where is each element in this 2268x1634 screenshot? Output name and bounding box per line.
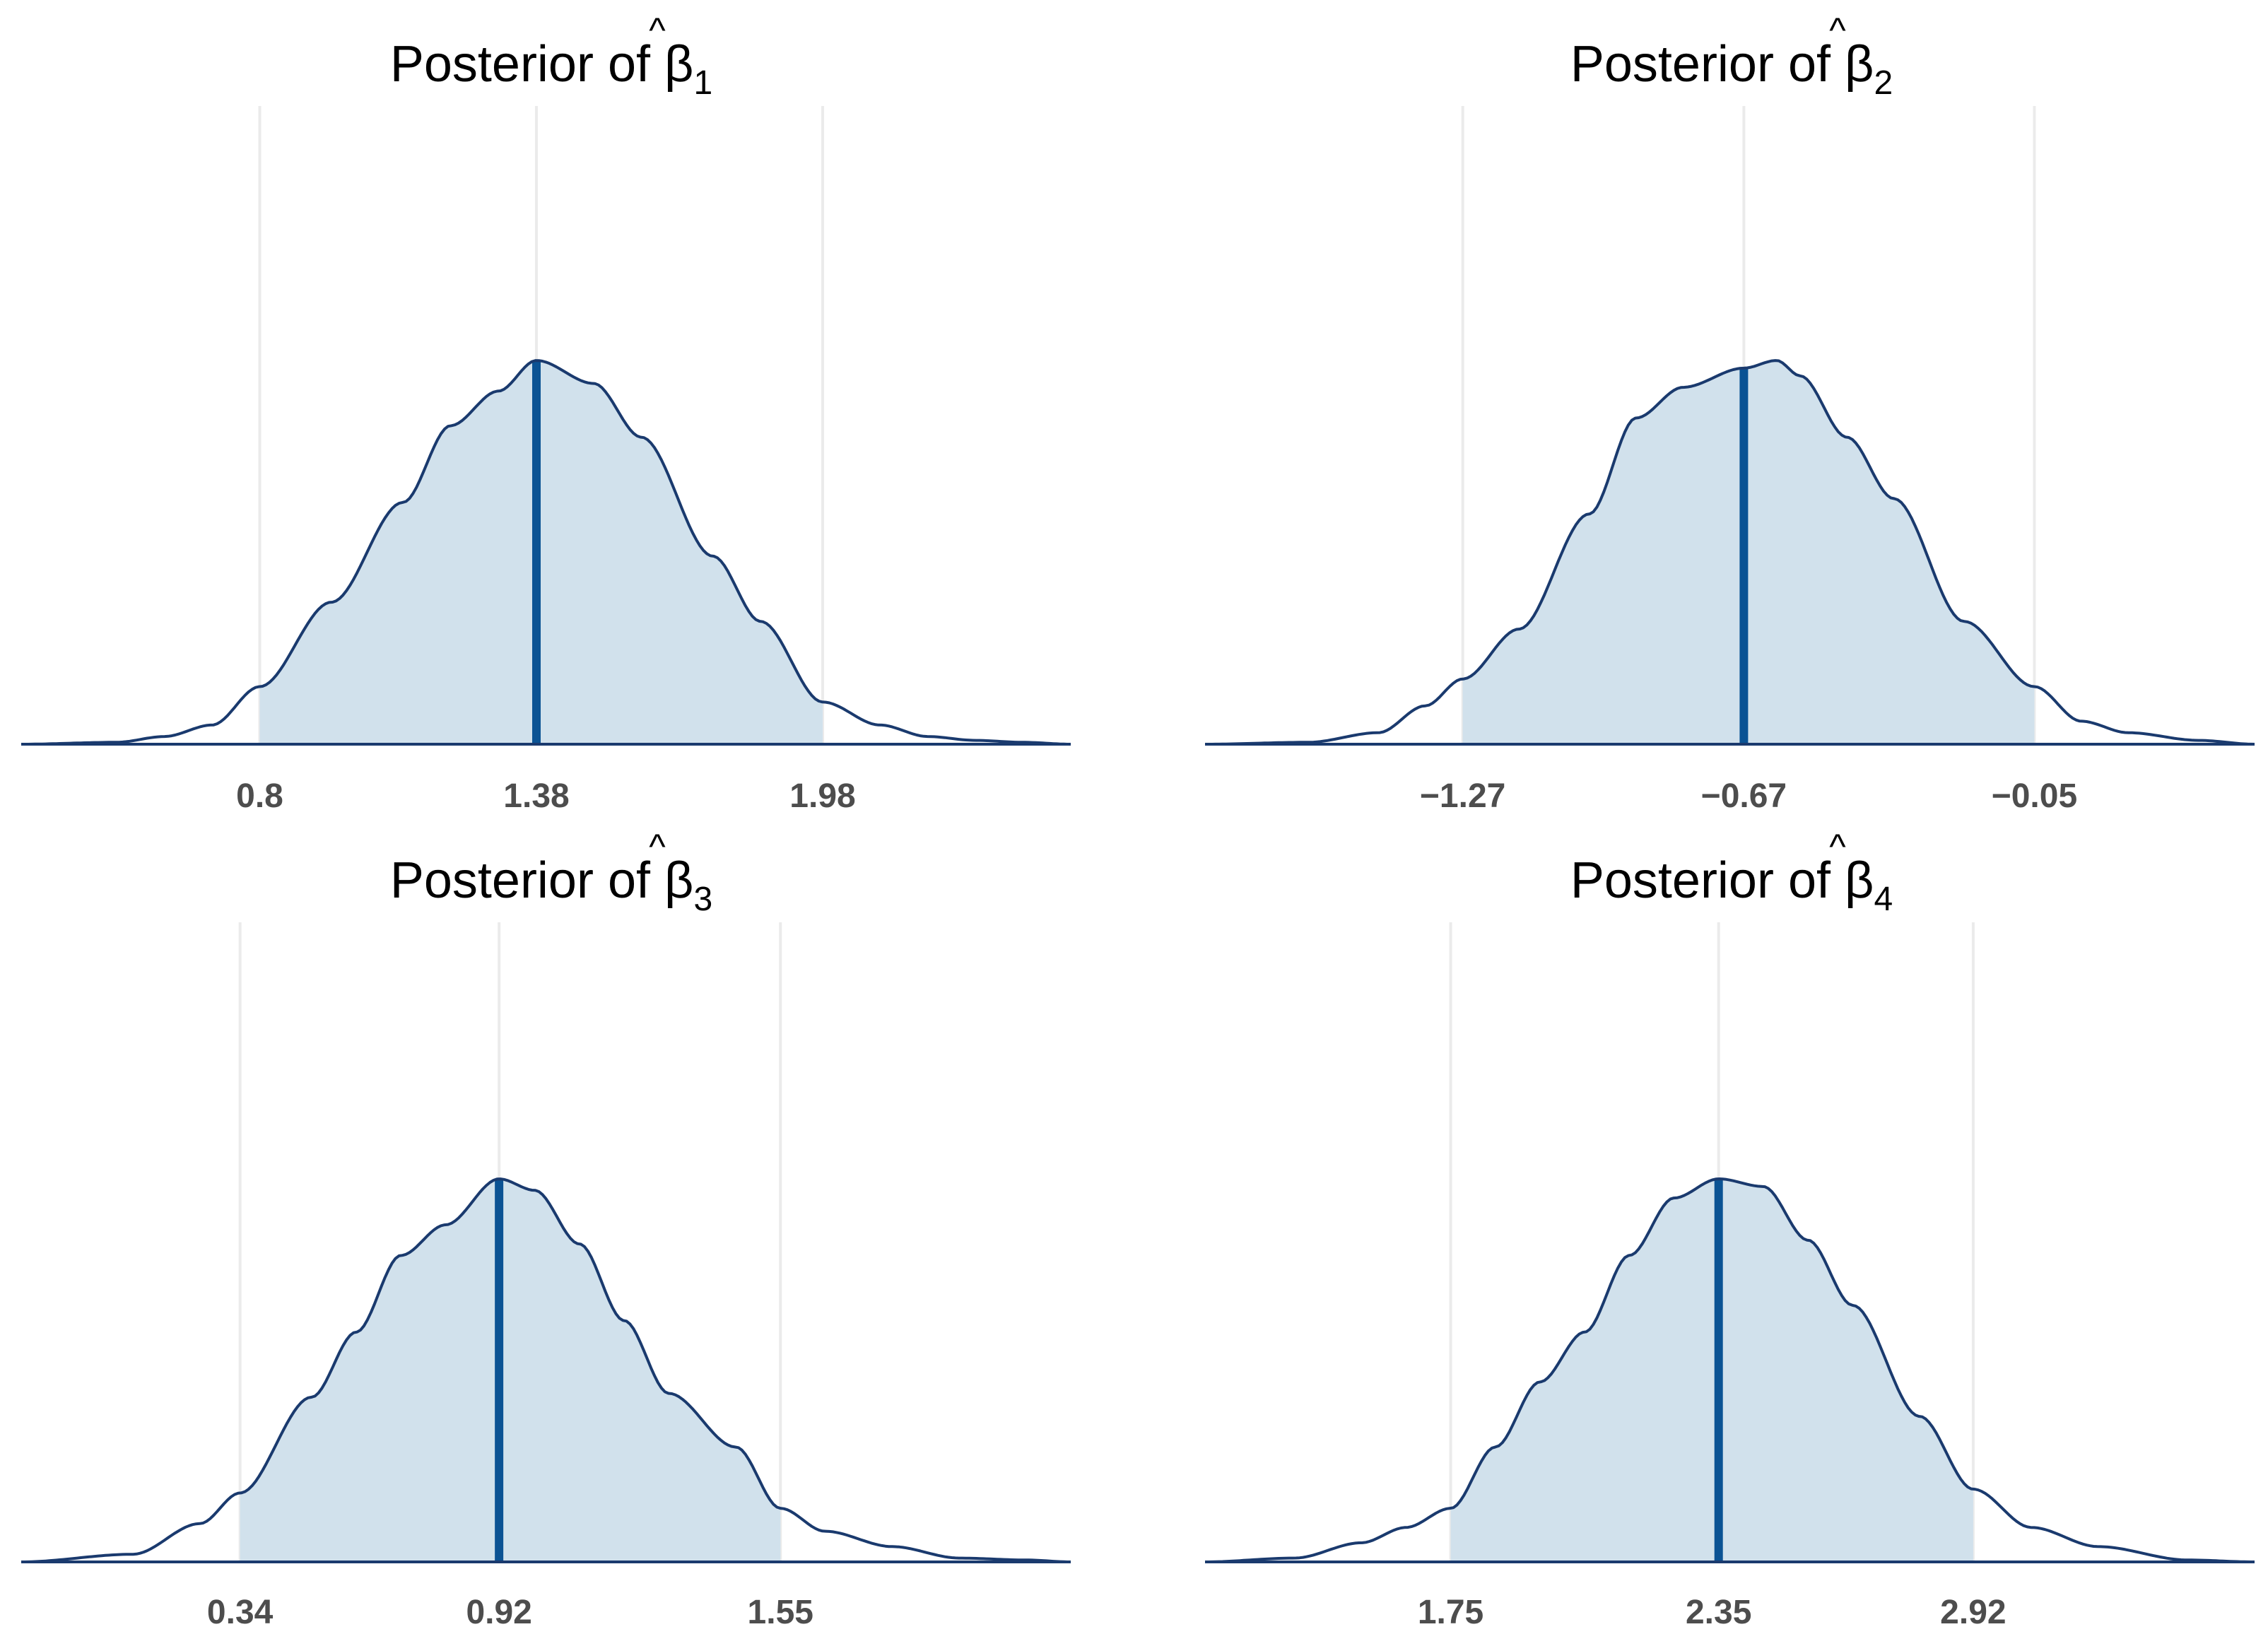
credible-interval-area (259, 360, 823, 745)
title-text: Posterior of (390, 852, 664, 909)
x-tick-label: 2.35 (1686, 1594, 1751, 1631)
x-tick-label: 1.55 (748, 1594, 813, 1631)
panel-beta-4: Posterior of β4 ^ 1.75 2.35 2.92 (1205, 827, 2255, 1631)
x-tick-label: 0.8 (236, 777, 283, 815)
x-tick-label: 1.38 (503, 777, 569, 815)
title-hat: ^ (1829, 11, 1846, 50)
x-tick-label: 1.98 (789, 777, 855, 815)
credible-interval-area (1450, 1179, 1973, 1562)
density-curve (21, 1177, 1071, 1563)
title-beta-symbol: β (1845, 852, 1874, 909)
title-text: Posterior of (1570, 36, 1845, 93)
density-curve (1205, 1177, 2255, 1563)
density-curve (21, 359, 1071, 746)
x-tick-label: 2.92 (1940, 1594, 2006, 1631)
x-tick-label: 0.34 (207, 1594, 274, 1631)
credible-interval-area (240, 1179, 781, 1562)
title-beta-symbol: β (664, 36, 693, 93)
x-tick-label: 0.92 (466, 1594, 531, 1631)
title-beta-symbol: β (1845, 36, 1874, 93)
title-beta-symbol: β (664, 852, 693, 909)
title-text: Posterior of (1570, 852, 1845, 909)
credible-interval-area (1462, 360, 2035, 745)
title-hat: ^ (1829, 827, 1846, 866)
title-hat: ^ (649, 827, 666, 866)
panel-beta-1: Posterior of β1 ^ 0.8 1.38 1.98 (21, 11, 1071, 815)
x-tick-label: −0.05 (1992, 777, 2077, 815)
title-subscript: 2 (1874, 64, 1893, 102)
panel-beta-2: Posterior of β2 ^ −1.27 −0.67 −0.05 (1205, 11, 2255, 815)
title-subscript: 4 (1874, 881, 1893, 918)
panel-title: Posterior of β3 (390, 852, 712, 918)
title-hat: ^ (649, 11, 666, 50)
x-tick-label: −0.67 (1701, 777, 1787, 815)
title-text: Posterior of (390, 36, 664, 93)
x-tick-label: 1.75 (1418, 1594, 1483, 1631)
x-tick-label: −1.27 (1420, 777, 1505, 815)
panel-title: Posterior of β1 (390, 36, 712, 102)
panel-title: Posterior of β2 (1570, 36, 1893, 102)
title-subscript: 3 (693, 881, 712, 918)
panel-beta-3: Posterior of β3 ^ 0.34 0.92 1.55 (21, 827, 1071, 1631)
title-subscript: 1 (693, 64, 712, 102)
density-curve (1205, 359, 2255, 746)
panel-title: Posterior of β4 (1570, 852, 1893, 918)
